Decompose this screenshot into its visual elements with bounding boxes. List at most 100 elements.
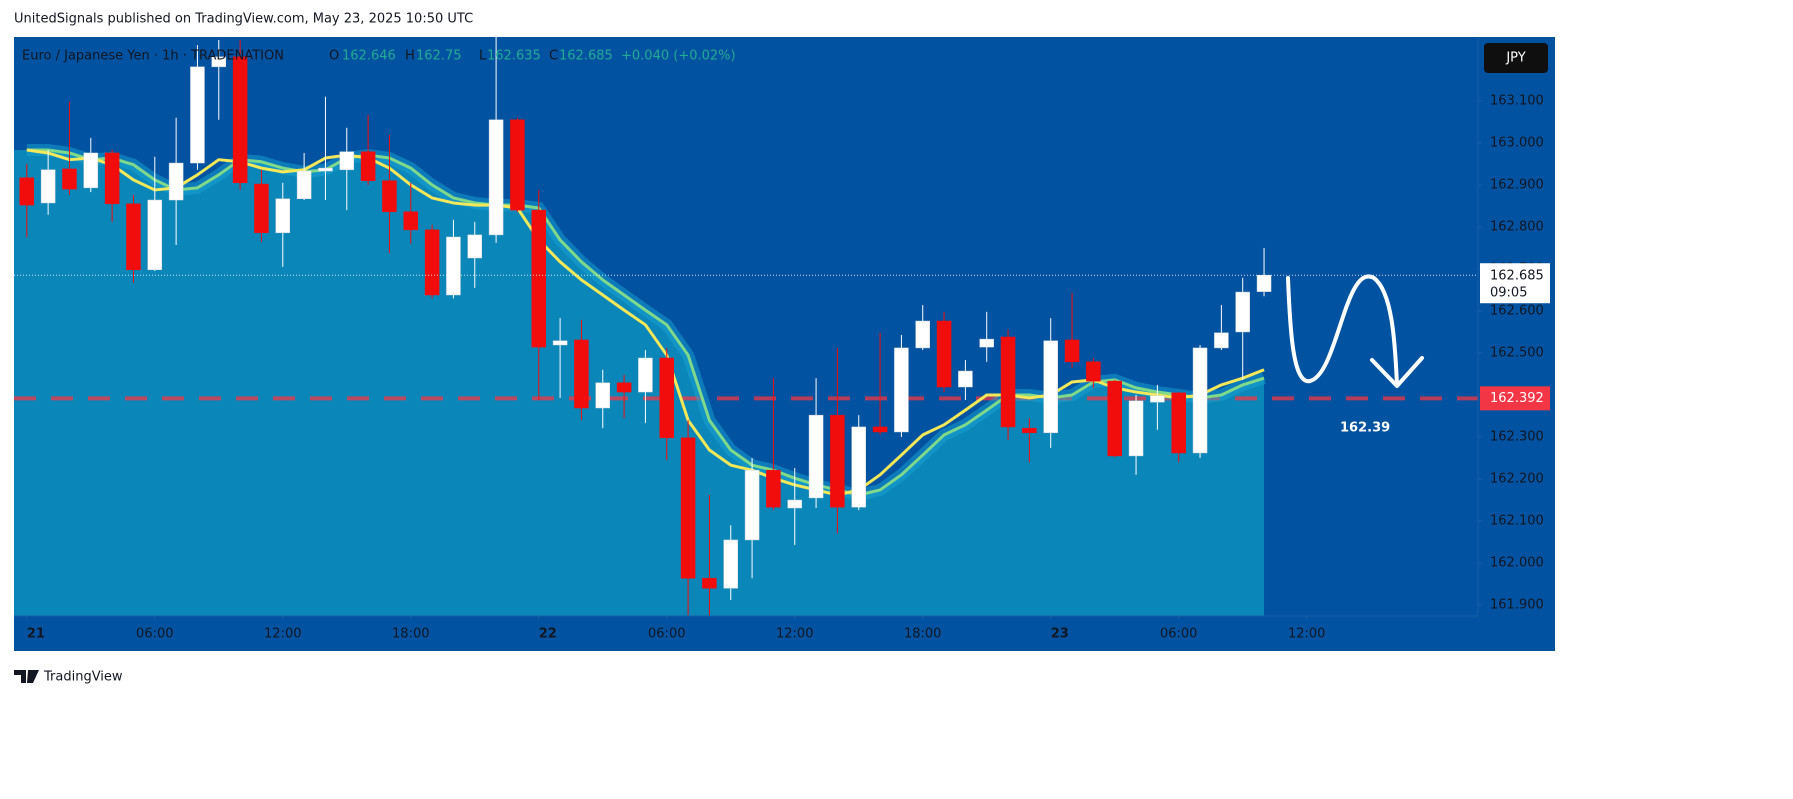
candle-body	[915, 320, 930, 349]
ohlc-value: 162.646	[342, 49, 396, 64]
candle-body	[1192, 347, 1208, 454]
candle-body	[1107, 380, 1122, 457]
y-tick-label: 161.900	[1490, 598, 1544, 613]
currency[interactable]: JPY	[1505, 51, 1525, 66]
candle-body	[275, 198, 291, 234]
ohlc-key: H	[405, 49, 415, 64]
candle-body	[147, 199, 163, 271]
candle-body	[1022, 427, 1037, 434]
candle-body	[1000, 336, 1016, 428]
x-tick-label: 06:00	[648, 627, 685, 642]
y-tick-label: 162.000	[1490, 556, 1544, 571]
ohlc-key: L	[479, 49, 487, 64]
candle-body	[1171, 392, 1186, 454]
x-tick-label: 23	[1051, 627, 1069, 642]
y-tick-label: 162.300	[1490, 430, 1544, 445]
candle-body	[1235, 291, 1250, 333]
candle-body	[851, 426, 866, 508]
candle-body	[211, 56, 227, 68]
candle-body	[702, 577, 717, 589]
candle-body	[616, 382, 632, 393]
y-tick-label: 163.000	[1490, 135, 1544, 150]
candle-body	[446, 236, 461, 296]
candle-body	[574, 339, 589, 409]
candle-body	[595, 382, 611, 409]
candle-body	[979, 338, 994, 348]
x-tick-label: 21	[27, 627, 45, 642]
candle-body	[1128, 400, 1144, 457]
candle-body	[40, 169, 56, 204]
footer-logo	[14, 670, 39, 683]
ohlc-value: 162.635	[487, 49, 541, 64]
candle-body	[467, 234, 483, 259]
candle-body	[1256, 274, 1272, 292]
footer-brand: TradingView	[43, 670, 123, 685]
publisher: UnitedSignals published on TradingView.c…	[14, 12, 473, 27]
last-price-label: 162.685	[1490, 269, 1544, 284]
candle-body	[638, 357, 653, 393]
candle-body	[744, 469, 760, 541]
candle-body	[382, 180, 397, 213]
candle-body	[403, 211, 419, 231]
x-tick-label: 06:00	[1160, 627, 1197, 642]
candle-body	[62, 168, 77, 190]
candle-body	[126, 203, 141, 271]
candle-body	[659, 357, 675, 439]
candle-body	[1214, 332, 1229, 349]
symbol-title: Euro / Japanese Yen · 1h · TRADENATION	[22, 49, 284, 64]
x-tick-label: 22	[539, 627, 557, 642]
x-tick-label: 18:00	[392, 627, 429, 642]
candle-body	[83, 152, 99, 189]
level-box	[1480, 386, 1550, 411]
candle-body	[808, 414, 824, 499]
candle-body	[787, 499, 802, 509]
x-tick-label: 12:00	[264, 627, 301, 642]
candle-body	[872, 426, 888, 433]
candle-body	[552, 340, 568, 346]
candle-body	[1086, 361, 1101, 382]
last-price-box	[1480, 263, 1550, 304]
ohlc-value: 162.685	[559, 49, 613, 64]
x-tick-label: 06:00	[136, 627, 173, 642]
change-value: +0.040 (+0.02%)	[621, 49, 736, 64]
y-tick-label: 163.100	[1490, 93, 1544, 108]
drawn-arrow	[1286, 274, 1424, 388]
target-annotation: 162.39	[1340, 421, 1390, 436]
candle-body	[894, 347, 909, 433]
candle-body	[168, 162, 184, 201]
candle-body	[232, 56, 248, 184]
countdown-label: 09:05	[1490, 286, 1527, 301]
ohlc-value: 162.75	[416, 49, 462, 64]
x-tick-label: 12:00	[1288, 627, 1325, 642]
candle-body	[936, 320, 952, 388]
ohlc-key: C	[549, 49, 558, 64]
y-tick-label: 162.500	[1490, 345, 1544, 360]
currency-button[interactable]	[1484, 43, 1548, 73]
candle-body	[254, 183, 269, 234]
candle-body	[424, 229, 440, 296]
candle-body	[360, 151, 376, 181]
level-label: 162.392	[1490, 391, 1544, 406]
candle-body	[190, 66, 205, 164]
logo-mark	[14, 670, 39, 683]
candle-body	[296, 170, 312, 200]
candle-body	[723, 539, 738, 589]
x-tick-label: 12:00	[776, 627, 813, 642]
candle-body	[1043, 340, 1058, 434]
candle-body	[830, 414, 845, 508]
candle-body	[1064, 339, 1080, 363]
x-tick-label: 18:00	[904, 627, 941, 642]
y-tick-label: 162.100	[1490, 514, 1544, 529]
candle-body	[958, 370, 973, 388]
y-tick-label: 162.800	[1490, 219, 1544, 234]
candle-body	[488, 119, 504, 236]
candle-body	[318, 167, 333, 172]
candle-body	[1150, 395, 1165, 403]
candle-body	[339, 151, 355, 171]
ohlc-key: O	[329, 49, 339, 64]
y-tick-label: 162.900	[1490, 177, 1544, 192]
candle-body	[510, 119, 525, 211]
candle-body	[104, 152, 120, 205]
candle-body	[19, 177, 35, 206]
